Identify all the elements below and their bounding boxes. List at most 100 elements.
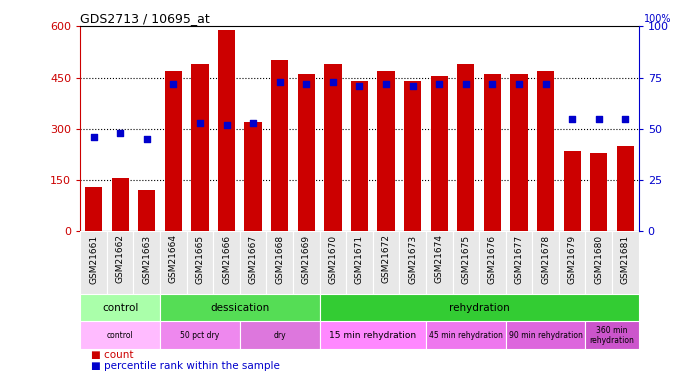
Bar [320, 294, 639, 321]
Text: 45 min rehydration: 45 min rehydration [429, 331, 503, 340]
Text: GSM21671: GSM21671 [355, 234, 364, 284]
Bar [533, 231, 559, 294]
Bar [267, 231, 293, 294]
Point [567, 116, 578, 122]
Text: control: control [102, 303, 138, 312]
Point [141, 136, 152, 142]
Point [433, 81, 445, 87]
Point [620, 116, 631, 122]
Text: GSM21665: GSM21665 [195, 234, 205, 284]
Point [221, 122, 232, 128]
Text: GSM21678: GSM21678 [541, 234, 550, 284]
Bar [160, 294, 320, 321]
Bar [378, 70, 394, 231]
Text: 360 min
rehydration: 360 min rehydration [590, 326, 634, 345]
Bar [426, 231, 452, 294]
Text: ■ count: ■ count [91, 350, 134, 360]
Text: ■ percentile rank within the sample: ■ percentile rank within the sample [91, 361, 281, 371]
Text: GSM21670: GSM21670 [328, 234, 337, 284]
Point [380, 81, 392, 87]
Text: GSM21676: GSM21676 [488, 234, 497, 284]
Bar [612, 231, 639, 294]
Text: GSM21661: GSM21661 [89, 234, 98, 284]
Point [194, 120, 205, 126]
Bar [191, 64, 209, 231]
Bar [484, 74, 501, 231]
Bar [479, 231, 506, 294]
Text: GSM21672: GSM21672 [382, 234, 391, 284]
Point [514, 81, 525, 87]
Bar [617, 146, 634, 231]
Bar [452, 231, 479, 294]
Point [460, 81, 471, 87]
Text: GDS2713 / 10695_at: GDS2713 / 10695_at [80, 12, 210, 25]
Point [354, 83, 365, 89]
Text: GSM21679: GSM21679 [567, 234, 577, 284]
Bar [240, 231, 267, 294]
Bar [271, 60, 288, 231]
Bar [559, 231, 586, 294]
Bar [346, 231, 373, 294]
Bar [138, 190, 156, 231]
Bar [160, 321, 240, 349]
Text: 50 pct dry: 50 pct dry [180, 331, 220, 340]
Text: 90 min rehydration: 90 min rehydration [509, 331, 583, 340]
Point [540, 81, 551, 87]
Bar [80, 294, 160, 321]
Point [407, 83, 418, 89]
Text: rehydration: rehydration [449, 303, 510, 312]
Text: dry: dry [274, 331, 286, 340]
Bar [244, 122, 262, 231]
Point [593, 116, 604, 122]
Text: GSM21669: GSM21669 [302, 234, 311, 284]
Text: GSM21663: GSM21663 [142, 234, 151, 284]
Bar [325, 64, 341, 231]
Bar [320, 231, 346, 294]
Bar [399, 231, 426, 294]
Bar [404, 81, 422, 231]
Bar [186, 231, 213, 294]
Bar [506, 231, 533, 294]
Bar [293, 231, 320, 294]
Bar [133, 231, 160, 294]
Bar [510, 74, 528, 231]
Bar [213, 231, 240, 294]
Point [487, 81, 498, 87]
Bar [351, 81, 368, 231]
Bar [590, 153, 607, 231]
Bar [107, 231, 133, 294]
Bar [165, 70, 182, 231]
Bar [297, 74, 315, 231]
Bar [586, 231, 612, 294]
Text: GSM21673: GSM21673 [408, 234, 417, 284]
Bar [240, 321, 320, 349]
Bar [80, 321, 160, 349]
Text: 100%: 100% [644, 14, 671, 24]
Bar [80, 231, 107, 294]
Text: GSM21662: GSM21662 [116, 234, 125, 284]
Text: 15 min rehydration: 15 min rehydration [329, 331, 416, 340]
Bar [537, 70, 554, 231]
Bar [563, 151, 581, 231]
Point [248, 120, 259, 126]
Text: GSM21677: GSM21677 [514, 234, 524, 284]
Point [301, 81, 312, 87]
Text: GSM21675: GSM21675 [461, 234, 470, 284]
Bar [431, 76, 448, 231]
Text: dessication: dessication [210, 303, 269, 312]
Bar [506, 321, 586, 349]
Point [114, 130, 126, 136]
Text: GSM21667: GSM21667 [248, 234, 258, 284]
Point [168, 81, 179, 87]
Bar [426, 321, 506, 349]
Text: GSM21680: GSM21680 [594, 234, 603, 284]
Bar [112, 178, 129, 231]
Point [274, 79, 285, 85]
Bar [373, 231, 399, 294]
Bar [457, 64, 475, 231]
Text: control: control [107, 331, 133, 340]
Bar [320, 321, 426, 349]
Bar [85, 187, 102, 231]
Bar [218, 30, 235, 231]
Text: GSM21674: GSM21674 [435, 234, 444, 284]
